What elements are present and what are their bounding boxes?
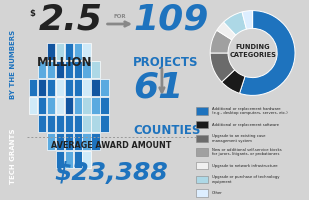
Wedge shape xyxy=(210,53,235,82)
Bar xyxy=(56,97,64,114)
Bar xyxy=(56,133,64,150)
Bar xyxy=(100,115,109,132)
Bar xyxy=(83,97,91,114)
Bar xyxy=(91,61,100,78)
Bar xyxy=(56,79,64,96)
Bar xyxy=(91,115,100,132)
Bar xyxy=(47,97,55,114)
Bar xyxy=(74,97,82,114)
Bar xyxy=(56,43,64,60)
Bar xyxy=(47,79,55,96)
Bar xyxy=(65,61,73,78)
Wedge shape xyxy=(224,12,247,35)
Text: BY THE NUMBERS: BY THE NUMBERS xyxy=(10,29,16,99)
Text: PROJECTS: PROJECTS xyxy=(133,56,199,69)
Bar xyxy=(65,133,73,150)
Bar xyxy=(65,79,73,96)
Text: FUNDING
CATEGORIES: FUNDING CATEGORIES xyxy=(229,44,276,58)
Bar xyxy=(100,97,109,114)
Bar xyxy=(29,97,37,114)
Text: $23,388: $23,388 xyxy=(54,161,168,185)
Text: Additional or replacement software: Additional or replacement software xyxy=(212,123,279,127)
Bar xyxy=(74,43,82,60)
Bar xyxy=(29,79,37,96)
Bar xyxy=(38,115,46,132)
Bar xyxy=(38,97,46,114)
Text: Upgrade or purchase of technology
equipment: Upgrade or purchase of technology equipm… xyxy=(212,175,279,184)
Bar xyxy=(83,61,91,78)
Bar xyxy=(47,43,55,60)
Wedge shape xyxy=(222,70,245,93)
Bar xyxy=(56,61,64,78)
Bar xyxy=(74,79,82,96)
Bar xyxy=(196,121,209,128)
Wedge shape xyxy=(210,30,232,53)
Text: AVERAGE AWARD AMOUNT: AVERAGE AWARD AMOUNT xyxy=(51,141,171,150)
Text: Other: Other xyxy=(212,191,223,195)
Text: COUNTIES: COUNTIES xyxy=(133,124,201,137)
Bar xyxy=(91,97,100,114)
Bar xyxy=(47,115,55,132)
Text: 109: 109 xyxy=(133,2,209,36)
Bar xyxy=(196,176,209,183)
Text: 61: 61 xyxy=(133,70,184,104)
Text: FOR: FOR xyxy=(113,14,126,19)
Bar xyxy=(83,79,91,96)
Bar xyxy=(83,151,91,168)
Bar xyxy=(196,148,209,156)
Text: IN: IN xyxy=(169,79,175,84)
Bar xyxy=(83,115,91,132)
Text: Upgrade to an existing case
management system: Upgrade to an existing case management s… xyxy=(212,134,265,143)
Bar xyxy=(65,151,73,168)
Text: $: $ xyxy=(29,9,35,18)
Text: Upgrade to network infrastructure: Upgrade to network infrastructure xyxy=(212,164,277,168)
Wedge shape xyxy=(242,11,253,29)
Bar xyxy=(56,151,64,168)
Wedge shape xyxy=(239,11,295,95)
Wedge shape xyxy=(217,22,236,40)
Bar xyxy=(38,61,46,78)
Bar xyxy=(47,61,55,78)
Text: 2.5: 2.5 xyxy=(39,2,103,36)
Bar xyxy=(38,79,46,96)
Text: MILLION: MILLION xyxy=(37,56,93,69)
Bar xyxy=(83,43,91,60)
Bar xyxy=(74,151,82,168)
Bar xyxy=(196,189,209,197)
Bar xyxy=(196,162,209,169)
Bar xyxy=(196,107,209,115)
Bar xyxy=(74,115,82,132)
Bar xyxy=(65,115,73,132)
Bar xyxy=(100,79,109,96)
Bar xyxy=(91,79,100,96)
Bar xyxy=(91,133,100,150)
Bar xyxy=(65,97,73,114)
Bar xyxy=(65,43,73,60)
Bar xyxy=(56,115,64,132)
Bar xyxy=(74,133,82,150)
Bar xyxy=(83,133,91,150)
Bar xyxy=(74,61,82,78)
Bar xyxy=(47,133,55,150)
Bar xyxy=(196,135,209,142)
Text: New or additional self-service kiosks
for jurors, litigants, or probationers: New or additional self-service kiosks fo… xyxy=(212,148,282,156)
Text: Additional or replacement hardware
(e.g., desktop computers, servers, etc.): Additional or replacement hardware (e.g.… xyxy=(212,107,288,115)
Text: TECH GRANTS: TECH GRANTS xyxy=(10,128,16,184)
